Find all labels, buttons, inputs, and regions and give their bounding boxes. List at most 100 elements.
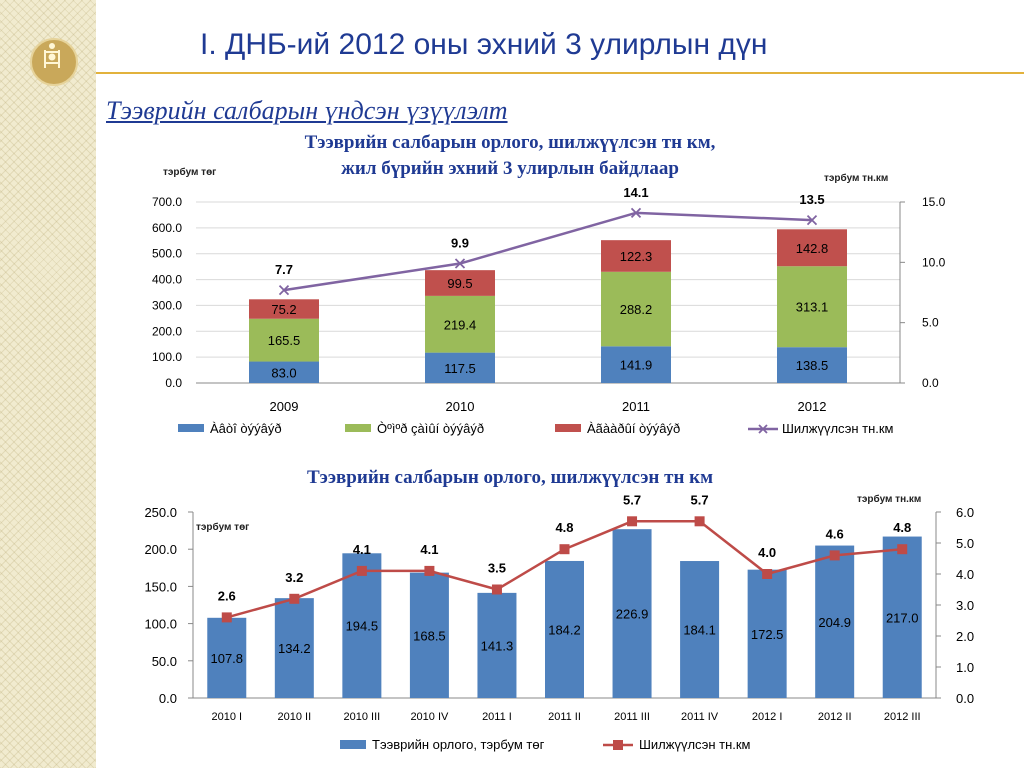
legend-label: Шилжүүлсэн тн.км [782,421,894,436]
bar [882,536,922,698]
x-tick-label: 2011 II [548,711,581,723]
chart1-title-line2: жил бүрийн эхний 3 улирлын байдлаар [341,158,679,179]
line-value-label: 4.0 [758,545,776,560]
y-tick-label: 100.0 [144,617,177,632]
y2-tick-label: 5.0 [956,536,974,551]
header-rule [96,72,1024,74]
line-marker [491,584,502,595]
line-marker [694,516,705,527]
legend-label: Àâòî òýýâýð [210,421,282,436]
y-tick-label: 500.0 [152,247,182,261]
line-value-label: 3.5 [488,561,506,576]
line-value-label: 4.8 [555,520,573,535]
bar-segment [601,346,671,383]
y-tick-label: 700.0 [152,195,182,209]
bar-segment [425,270,495,296]
bar [815,545,855,698]
x-tick-label: 2012 [798,399,827,414]
x-tick-label: 2011 IV [681,711,719,723]
bar-value-label: 75.2 [271,302,296,317]
bar-value-label: 99.5 [447,276,472,291]
bar [612,529,652,698]
x-tick-label: 2011 I [482,711,512,723]
line-marker [356,565,367,576]
bar-segment [601,271,671,347]
bar [274,598,314,698]
chart2-right-unit: тэрбум тн.км [857,494,922,505]
line-marker [627,516,638,527]
chart1-left-unit: тэрбум төг [163,167,217,178]
bar-value-label: 134.2 [278,641,311,656]
x-tick-label: 2012 II [818,711,852,723]
y-tick-label: 600.0 [152,221,182,235]
line-value-label: 4.8 [893,520,911,535]
bar-value-label: 122.3 [620,249,653,264]
x-tick-label: 2012 III [884,711,921,723]
y-tick-label: 200.0 [152,324,182,338]
y-tick-label: 100.0 [152,350,182,364]
x-tick-label: 2012 I [752,711,783,723]
y-tick-label: 400.0 [152,273,182,287]
line-marker [454,258,466,269]
line-marker [221,612,232,623]
line-value-label: 3.2 [285,570,303,585]
x-tick-label: 2010 [446,399,475,414]
legend-label: Òºìºð çàìûí òýýâýð [377,421,484,436]
bar-value-label: 165.5 [268,333,301,348]
slide-title: I. ДНБ-ий 2012 оны эхний 3 улирлын дүн [200,28,768,61]
decorative-side-pattern [0,0,96,768]
y2-tick-label: 1.0 [956,660,974,675]
line-marker [424,565,435,576]
bar [409,572,449,698]
line-marker [806,214,818,226]
x-tick-label: 2010 II [277,711,311,723]
line-marker [762,569,773,579]
bar-value-label: 117.5 [444,361,476,376]
bar [545,560,584,698]
line-marker [289,593,300,604]
bar-segment [249,299,319,319]
line-value-label: 7.7 [275,262,293,277]
y2-tick-label: 3.0 [956,598,974,613]
bar-segment [425,295,495,353]
legend-swatch [178,424,204,432]
line-marker [559,544,570,555]
bar-value-label: 168.5 [413,628,446,643]
y-tick-label: 250.0 [144,505,177,520]
bar-value-label: 313.1 [796,300,829,315]
y-tick-label: 0.0 [165,376,182,390]
bar-value-label: 107.8 [210,651,243,666]
legend-swatch [555,424,581,432]
bar [477,592,517,698]
bar-value-label: 288.2 [620,302,653,317]
line-marker [897,544,908,555]
legend-label: Тээврийн орлого, тэрбум төг [372,737,545,752]
line-value-label: 9.9 [451,236,469,251]
line-value-label: 14.1 [623,185,648,200]
y-tick-label: 300.0 [152,298,182,312]
bar-value-label: 184.2 [548,622,581,637]
bar-segment [777,266,847,348]
line-value-label: 2.6 [218,588,236,603]
bar-value-label: 217.0 [886,610,919,625]
legend-label: Шилжүүлсэн тн.км [639,737,751,752]
y2-tick-label: 4.0 [956,567,974,582]
bar-segment [249,318,319,362]
line-marker [630,207,642,218]
y2-tick-label: 2.0 [956,629,974,644]
line-value-label: 4.6 [826,526,844,541]
bar-value-label: 184.1 [683,623,716,638]
bar-value-label: 194.5 [346,619,379,634]
bar-segment [777,229,847,267]
line-value-label: 13.5 [799,192,824,207]
bar-value-label: 172.5 [751,627,784,642]
bar [680,561,720,698]
line-value-label: 5.7 [691,492,709,507]
line-marker [829,550,840,561]
x-tick-label: 2011 [622,399,650,414]
line-value-label: 4.1 [353,542,371,557]
y-tick-label: 200.0 [144,542,177,557]
line-series [283,211,813,292]
section-subtitle: Тээврийн салбарын үндсэн үзүүлэлт [106,96,508,125]
